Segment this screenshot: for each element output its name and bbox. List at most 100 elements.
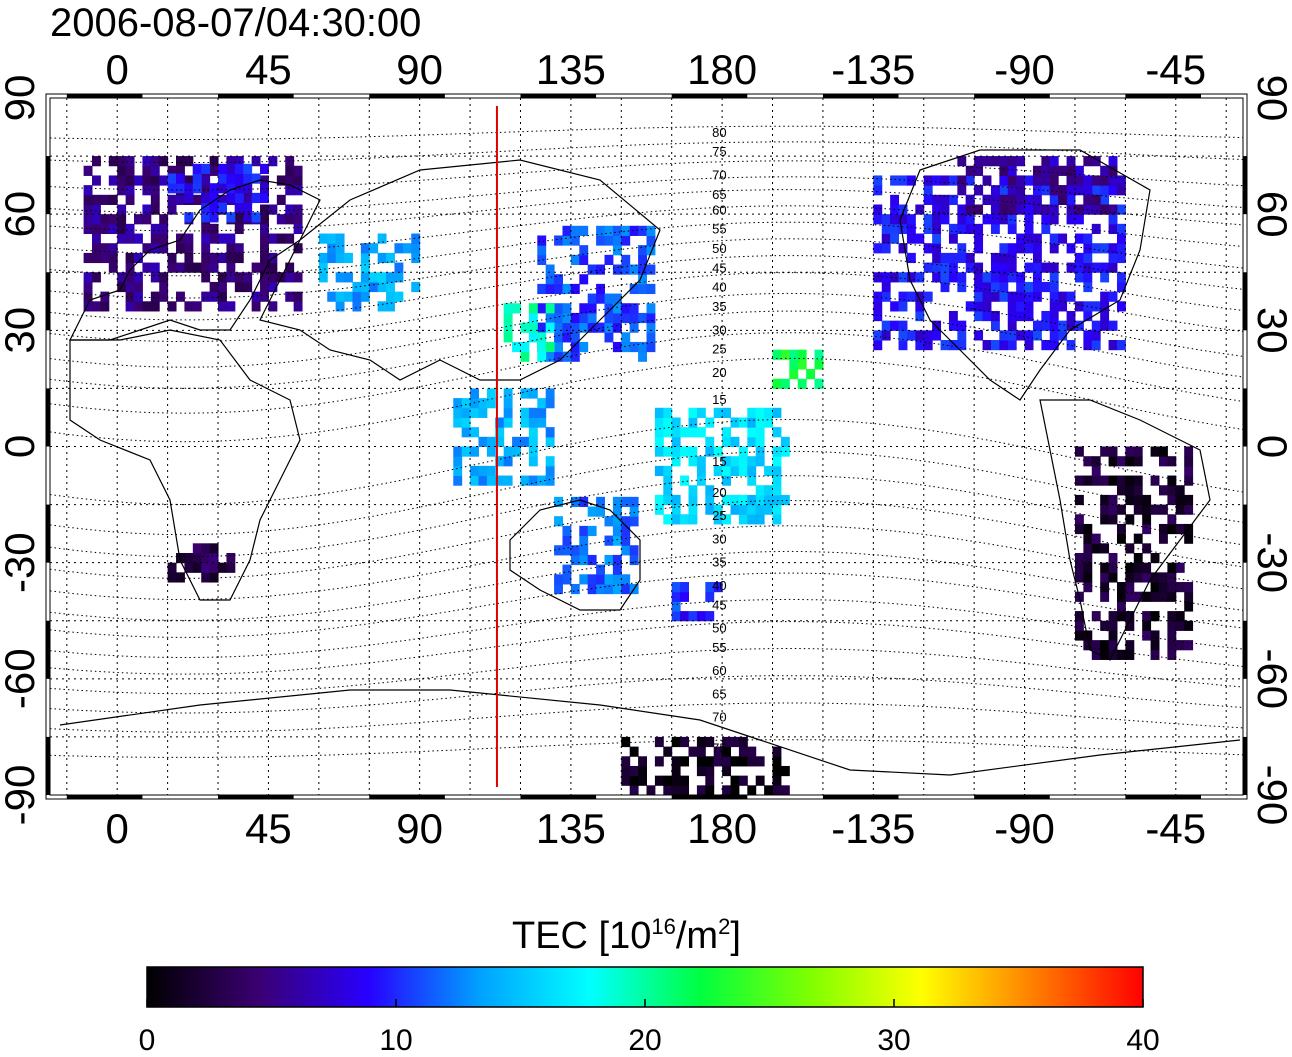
tec-cell — [411, 281, 421, 293]
tec-cell — [184, 192, 194, 204]
tec-cell — [251, 212, 261, 223]
tec-cell — [570, 341, 580, 353]
tec-cell — [1142, 591, 1152, 602]
tec-cell — [285, 165, 295, 176]
tec-cell — [453, 446, 463, 457]
frame-tick-bottom — [369, 795, 445, 799]
tec-cell — [932, 223, 942, 235]
tec-cell — [512, 341, 521, 353]
tec-cell — [1083, 533, 1093, 544]
tec-cell — [730, 465, 740, 477]
tec-cell — [1100, 310, 1110, 322]
tec-cell — [92, 194, 101, 205]
tec-cell — [554, 303, 563, 314]
tec-cell — [1049, 320, 1059, 331]
tec-cell — [1083, 562, 1093, 573]
tec-cell — [318, 262, 328, 273]
tec-cell — [638, 274, 647, 285]
tec-cell — [671, 785, 681, 795]
tec-cell — [990, 156, 1000, 167]
tec-cell — [688, 514, 698, 525]
tec-cell — [537, 245, 547, 256]
tec-cell — [1049, 281, 1059, 293]
magnetic-lat-label: 20 — [712, 485, 726, 500]
tec-cell — [755, 494, 765, 506]
tec-cell — [554, 283, 563, 295]
tec-cell — [738, 514, 748, 525]
tec-cell — [982, 291, 992, 302]
magnetic-lat-label: 60 — [712, 663, 726, 678]
tec-cell — [83, 194, 93, 205]
tec-cell — [1100, 262, 1110, 273]
tec-cell — [285, 204, 295, 215]
tec-cell — [184, 262, 194, 273]
frame-tick-right — [1243, 620, 1247, 679]
tec-cell — [192, 173, 202, 184]
tec-cell — [1024, 301, 1034, 312]
tec-cell — [134, 233, 143, 244]
frame-tick-left — [46, 504, 50, 563]
tec-cell — [671, 456, 681, 467]
tec-cell — [1108, 611, 1118, 622]
tec-cell — [1083, 272, 1093, 283]
tec-cell — [176, 243, 185, 254]
tec-cell — [268, 233, 278, 244]
tec-cell — [260, 262, 269, 273]
tec-cell — [722, 436, 732, 447]
tec-cell — [1125, 572, 1135, 583]
tec-cell — [982, 272, 992, 283]
tec-cell — [201, 552, 211, 564]
tec-cell — [108, 243, 118, 254]
tec-cell — [764, 465, 774, 477]
tec-cell — [1100, 572, 1110, 583]
tec-cell — [1074, 475, 1084, 486]
tec-cell — [696, 456, 706, 467]
tec-cell — [1032, 243, 1042, 254]
tec-cell — [117, 204, 127, 215]
tec-data-layer — [83, 156, 1194, 795]
tec-cell — [621, 264, 631, 275]
tec-cell — [554, 322, 563, 333]
tec-cell — [713, 407, 723, 418]
tec-cell — [562, 225, 572, 236]
tec-cell — [948, 320, 958, 331]
tec-cell — [940, 214, 950, 225]
tec-cell — [747, 746, 757, 757]
tec-cell — [1066, 291, 1076, 302]
lon-label-bottom: -45 — [1145, 805, 1206, 852]
tec-cell — [386, 301, 395, 312]
tec-cell — [1108, 562, 1118, 573]
tec-cell — [629, 312, 639, 324]
tec-cell — [923, 262, 933, 273]
tec-cell — [167, 183, 177, 194]
tec-cell — [696, 407, 706, 418]
tec-cell — [663, 485, 673, 496]
tec-cell — [1032, 291, 1042, 302]
tec-cell — [873, 175, 883, 186]
tec-cell — [629, 545, 639, 556]
tec-cell — [1007, 204, 1017, 215]
tec-cell — [738, 736, 748, 748]
tec-cell — [537, 398, 547, 409]
tec-cell — [1150, 630, 1160, 641]
tec-cell — [923, 214, 933, 225]
tec-cell — [1091, 194, 1101, 205]
tec-cell — [612, 303, 622, 314]
tec-cell — [604, 312, 614, 324]
magnetic-contour — [50, 550, 1243, 621]
tec-cell — [1074, 630, 1084, 641]
tec-cell — [999, 156, 1009, 167]
tec-cell — [999, 185, 1009, 196]
magnetic-contour — [50, 702, 1243, 733]
tec-cell — [629, 496, 639, 508]
magnetic-contour — [50, 221, 1243, 277]
magnetic-lat-label: 60 — [712, 202, 726, 217]
lon-label-top: 90 — [396, 46, 443, 93]
tec-cell — [243, 202, 253, 213]
tec-cell — [755, 756, 765, 767]
tec-cell — [965, 175, 975, 186]
tec-cell — [394, 262, 404, 273]
frame-tick-right — [1243, 272, 1247, 331]
tec-cell — [1175, 582, 1185, 593]
tec-cell — [680, 475, 690, 486]
